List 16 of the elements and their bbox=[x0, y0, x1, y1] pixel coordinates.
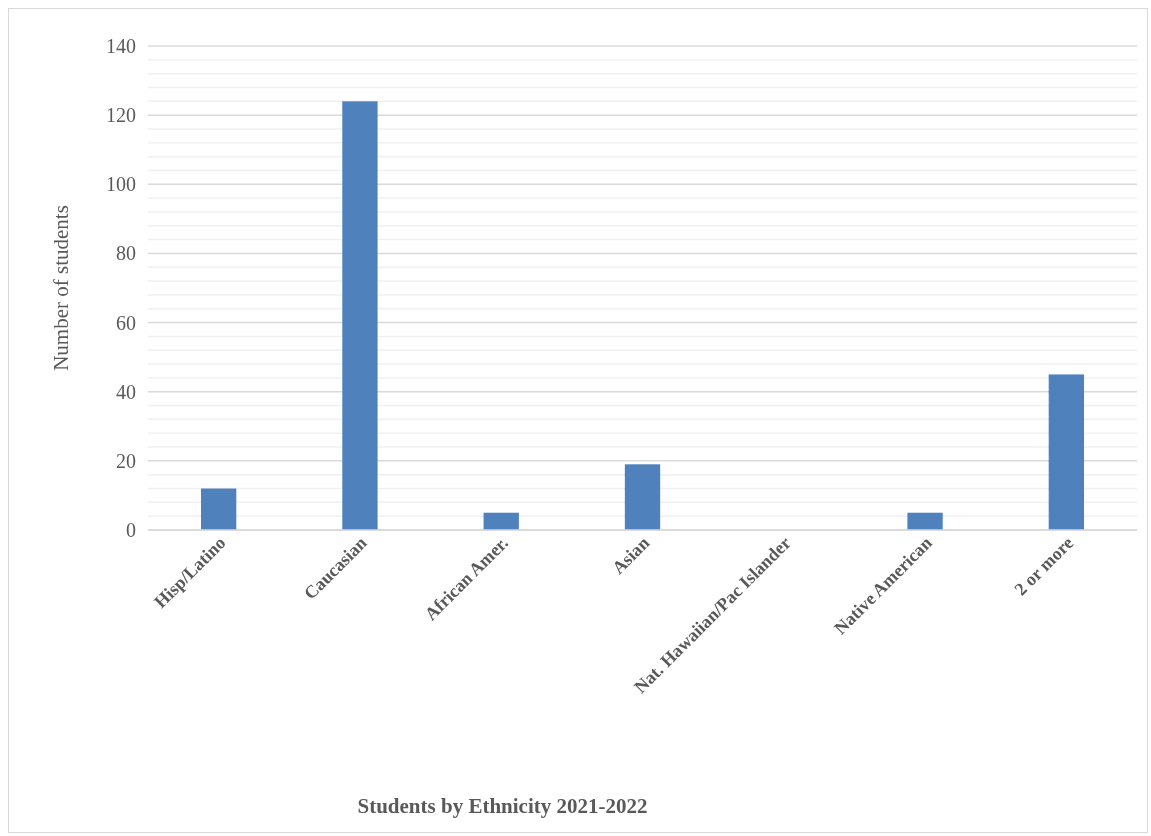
y-tick-label: 120 bbox=[106, 104, 136, 127]
bar bbox=[200, 488, 237, 530]
y-tick-label: 40 bbox=[116, 380, 136, 403]
y-tick-label: 140 bbox=[106, 35, 136, 57]
bar bbox=[342, 101, 378, 530]
y-tick-label: 20 bbox=[116, 449, 136, 472]
y-tick-label: 60 bbox=[116, 311, 136, 334]
bar bbox=[907, 512, 943, 530]
y-axis-title: Number of students bbox=[49, 205, 73, 371]
text: Students by Ethnicity 2021-2022 bbox=[357, 794, 648, 818]
bar bbox=[624, 464, 661, 530]
y-tick-label: 100 bbox=[106, 173, 136, 196]
bar bbox=[1048, 374, 1085, 530]
y-tick-label: 0 bbox=[126, 519, 136, 541]
y-tick-label: 80 bbox=[116, 242, 136, 265]
bar bbox=[483, 512, 519, 530]
